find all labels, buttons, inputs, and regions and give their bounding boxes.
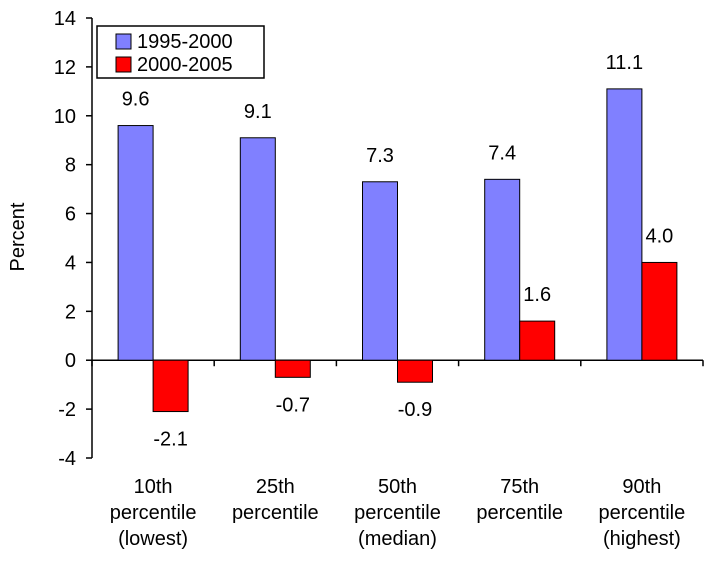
y-tick-label: 12	[54, 57, 76, 79]
data-label: 9.1	[244, 101, 272, 123]
y-tick-label: 8	[65, 155, 76, 177]
data-label: -2.1	[153, 429, 187, 451]
category-label: 10th	[134, 476, 173, 498]
category-label: percentile	[354, 502, 441, 524]
bar-1	[362, 181, 398, 361]
category-label: percentile	[476, 502, 563, 524]
y-tick-label: 6	[65, 204, 76, 226]
data-label: 7.3	[366, 145, 394, 167]
data-label: -0.7	[276, 394, 310, 416]
legend-label: 1995-2000	[137, 31, 233, 53]
data-label: 11.1	[606, 52, 643, 74]
y-tick-label: -2	[58, 399, 76, 421]
y-tick-label: 10	[54, 106, 76, 128]
bar-1	[484, 178, 521, 361]
category-label: (lowest)	[118, 528, 188, 550]
y-axis-title-group: Percent	[7, 202, 29, 271]
bar-1	[606, 88, 643, 361]
y-tick-label: 0	[65, 350, 76, 372]
category-label: (highest)	[603, 528, 681, 550]
legend-swatch	[115, 33, 132, 50]
category-label: 25th	[256, 476, 295, 498]
bar-2	[397, 359, 433, 383]
category-label: 90th	[622, 476, 661, 498]
category-label: percentile	[599, 502, 686, 524]
bar-2	[274, 359, 311, 378]
category-label: 50th	[378, 476, 417, 498]
category-label: 75th	[500, 476, 539, 498]
data-label: 7.4	[488, 142, 516, 164]
data-label: -0.9	[398, 399, 432, 421]
y-axis-title: Percent	[7, 202, 29, 271]
bar-1	[117, 125, 154, 361]
data-label: 9.6	[122, 89, 150, 111]
category-label: percentile	[232, 502, 319, 524]
bar-2	[641, 261, 678, 361]
y-tick-label: 14	[54, 8, 76, 30]
plot-area: -4 -2 0 2 4 6 8 10 12 14 9.6 9.1 7.3 7.4 11.1 -2.1 -0.7 -…	[54, 8, 704, 550]
bar-1	[239, 137, 276, 361]
legend-label: 2000-2005	[137, 54, 233, 76]
data-label: 1.6	[523, 284, 551, 306]
category-label: (median)	[358, 528, 437, 550]
bar-2	[519, 320, 556, 361]
y-tick-label: -4	[58, 448, 76, 470]
bar-2	[152, 359, 189, 413]
y-tick-label: 2	[65, 301, 76, 323]
data-label: 4.0	[645, 225, 673, 247]
legend-swatch	[115, 56, 132, 73]
y-tick-label: 4	[65, 252, 76, 274]
category-label: percentile	[110, 502, 197, 524]
